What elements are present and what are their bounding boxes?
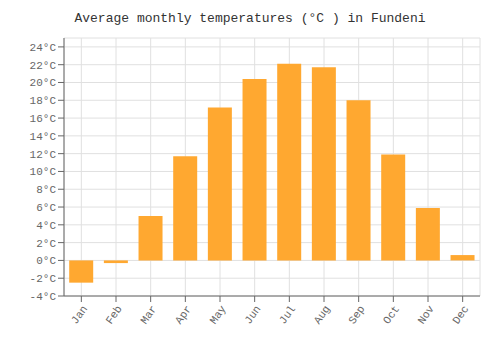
svg-text:Mar: Mar: [138, 303, 159, 326]
svg-text:14°C: 14°C: [30, 131, 57, 143]
svg-text:Sep: Sep: [346, 303, 367, 326]
svg-text:-4°C: -4°C: [30, 291, 57, 303]
svg-text:16°C: 16°C: [30, 113, 57, 125]
svg-text:Jul: Jul: [277, 303, 298, 326]
svg-text:0°C: 0°C: [36, 255, 56, 267]
svg-text:Aug: Aug: [312, 303, 333, 326]
svg-text:Apr: Apr: [173, 303, 194, 326]
svg-text:20°C: 20°C: [30, 77, 57, 89]
svg-text:Oct: Oct: [381, 303, 402, 326]
svg-text:4°C: 4°C: [36, 220, 56, 232]
svg-text:Nov: Nov: [416, 303, 437, 326]
svg-text:2°C: 2°C: [36, 238, 56, 250]
svg-text:Feb: Feb: [104, 303, 125, 326]
svg-text:Jan: Jan: [69, 303, 90, 326]
svg-text:Jun: Jun: [242, 303, 263, 326]
svg-text:-2°C: -2°C: [30, 273, 57, 285]
svg-text:10°C: 10°C: [30, 166, 57, 178]
html-text:Average monthly temperatures (: Average monthly temperatures (°C ) in Fu…: [74, 11, 426, 26]
svg-text:8°C: 8°C: [36, 184, 56, 196]
svg-text:Dec: Dec: [450, 303, 471, 326]
svg-text:6°C: 6°C: [36, 202, 56, 214]
svg-text:12°C: 12°C: [30, 149, 57, 161]
svg-text:22°C: 22°C: [30, 60, 57, 72]
svg-text:May: May: [208, 303, 229, 326]
svg-text:24°C: 24°C: [30, 42, 57, 54]
svg-text:18°C: 18°C: [30, 95, 57, 107]
